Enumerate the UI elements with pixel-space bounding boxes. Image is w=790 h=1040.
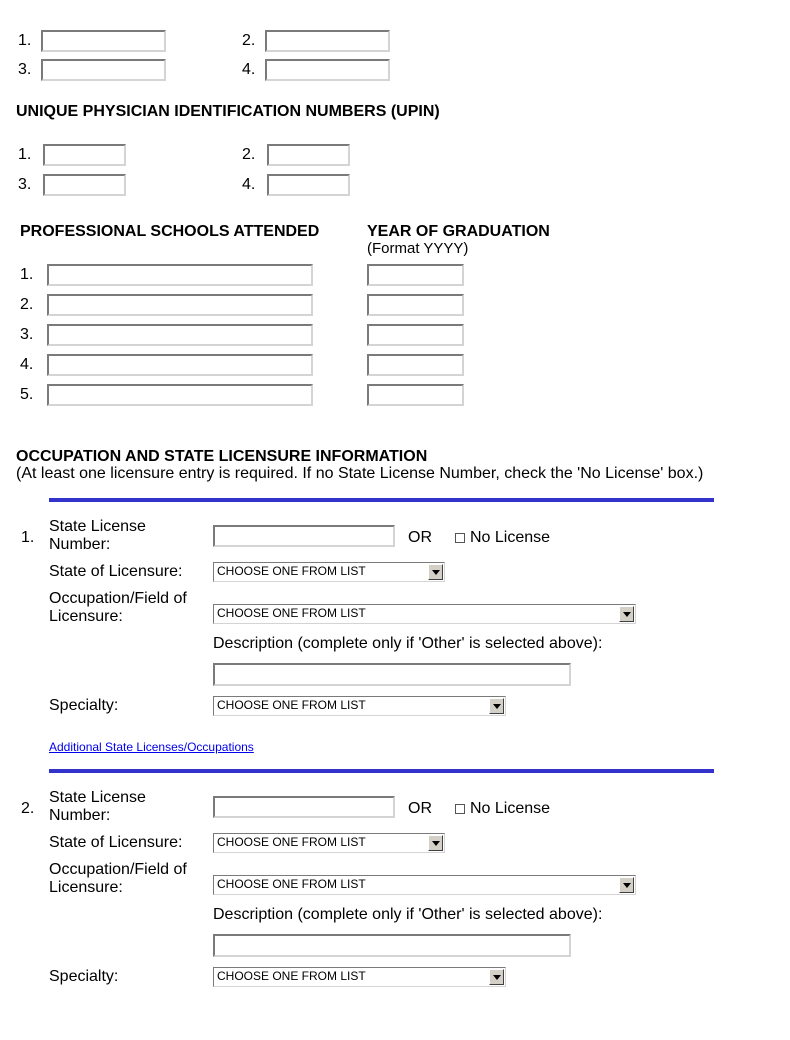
divider <box>49 769 714 773</box>
graduation-year-input-1[interactable] <box>367 264 464 286</box>
school-input-3[interactable] <box>47 324 313 346</box>
state-license-label: Number: <box>49 536 111 553</box>
school-input-2[interactable] <box>47 294 313 316</box>
select-value: CHOOSE ONE FROM LIST <box>217 877 366 891</box>
state-select[interactable]: CHOOSE ONE FROM LIST <box>213 833 445 853</box>
select-value: CHOOSE ONE FROM LIST <box>217 698 366 712</box>
specialty-select[interactable]: CHOOSE ONE FROM LIST <box>213 696 506 716</box>
chevron-down-icon[interactable] <box>489 698 504 714</box>
field-number: 4. <box>242 61 256 78</box>
or-label: OR <box>408 800 432 817</box>
upin-input-4[interactable] <box>267 174 350 196</box>
identifier-input-3[interactable] <box>41 59 166 81</box>
chevron-down-icon[interactable] <box>619 877 634 893</box>
or-label: OR <box>408 529 432 546</box>
graduation-year-input-2[interactable] <box>367 294 464 316</box>
state-label: State of Licensure: <box>49 834 183 851</box>
upin-number: 4. <box>242 176 256 193</box>
field-number: 1. <box>18 32 32 49</box>
select-value: CHOOSE ONE FROM LIST <box>217 564 366 578</box>
chevron-down-icon[interactable] <box>489 969 504 985</box>
year-heading: YEAR OF GRADUATION <box>367 223 550 240</box>
licensure-heading: OCCUPATION AND STATE LICENSURE INFORMATI… <box>16 448 428 465</box>
upin-number: 1. <box>18 146 32 163</box>
state-label: State of Licensure: <box>49 563 183 580</box>
specialty-label: Specialty: <box>49 968 119 985</box>
state-license-label: Number: <box>49 807 111 824</box>
occupation-select[interactable]: CHOOSE ONE FROM LIST <box>213 604 636 624</box>
school-number: 5. <box>20 386 34 403</box>
upin-input-3[interactable] <box>43 174 126 196</box>
specialty-label: Specialty: <box>49 697 119 714</box>
identifier-input-1[interactable] <box>41 30 166 52</box>
occupation-select[interactable]: CHOOSE ONE FROM LIST <box>213 875 636 895</box>
school-number: 3. <box>20 326 34 343</box>
occupation-label: Occupation/Field of <box>49 861 187 878</box>
no-license-label: No License <box>470 529 551 546</box>
graduation-year-input-5[interactable] <box>367 384 464 406</box>
description-input[interactable] <box>213 663 571 686</box>
select-value: CHOOSE ONE FROM LIST <box>217 606 366 620</box>
upin-number: 3. <box>18 176 32 193</box>
state-license-input[interactable] <box>213 796 395 818</box>
state-select[interactable]: CHOOSE ONE FROM LIST <box>213 562 445 582</box>
upin-number: 2. <box>242 146 256 163</box>
year-format: (Format YYYY) <box>367 240 469 257</box>
description-input[interactable] <box>213 934 571 957</box>
entry-number: 1. <box>21 529 35 546</box>
no-license-label: No License <box>470 800 551 817</box>
state-license-label: State License <box>49 789 146 806</box>
field-number: 2. <box>242 32 256 49</box>
state-license-label: State License <box>49 518 146 535</box>
upin-input-2[interactable] <box>267 144 350 166</box>
occupation-label: Licensure: <box>49 879 123 896</box>
occupation-label: Licensure: <box>49 608 123 625</box>
description-label: Description (complete only if 'Other' is… <box>213 906 603 923</box>
select-value: CHOOSE ONE FROM LIST <box>217 835 366 849</box>
no-license-checkbox[interactable] <box>455 533 465 543</box>
upin-input-1[interactable] <box>43 144 126 166</box>
school-input-1[interactable] <box>47 264 313 286</box>
field-number: 3. <box>18 61 32 78</box>
chevron-down-icon[interactable] <box>619 606 634 622</box>
no-license-checkbox[interactable] <box>455 804 465 814</box>
school-number: 4. <box>20 356 34 373</box>
school-input-5[interactable] <box>47 384 313 406</box>
chevron-down-icon[interactable] <box>428 564 443 580</box>
upin-heading: UNIQUE PHYSICIAN IDENTIFICATION NUMBERS … <box>16 103 440 120</box>
graduation-year-input-4[interactable] <box>367 354 464 376</box>
school-number: 1. <box>20 266 34 283</box>
entry-number: 2. <box>21 800 35 817</box>
school-number: 2. <box>20 296 34 313</box>
schools-heading: PROFESSIONAL SCHOOLS ATTENDED <box>20 223 320 240</box>
description-label: Description (complete only if 'Other' is… <box>213 635 603 652</box>
identifier-input-4[interactable] <box>265 59 390 81</box>
identifier-input-2[interactable] <box>265 30 390 52</box>
additional-licenses-link[interactable]: Additional State Licenses/Occupations <box>49 740 254 754</box>
chevron-down-icon[interactable] <box>428 835 443 851</box>
occupation-label: Occupation/Field of <box>49 590 187 607</box>
state-license-input[interactable] <box>213 525 395 547</box>
school-input-4[interactable] <box>47 354 313 376</box>
licensure-note: (At least one licensure entry is require… <box>16 465 704 482</box>
select-value: CHOOSE ONE FROM LIST <box>217 969 366 983</box>
graduation-year-input-3[interactable] <box>367 324 464 346</box>
specialty-select[interactable]: CHOOSE ONE FROM LIST <box>213 967 506 987</box>
divider <box>49 498 714 502</box>
